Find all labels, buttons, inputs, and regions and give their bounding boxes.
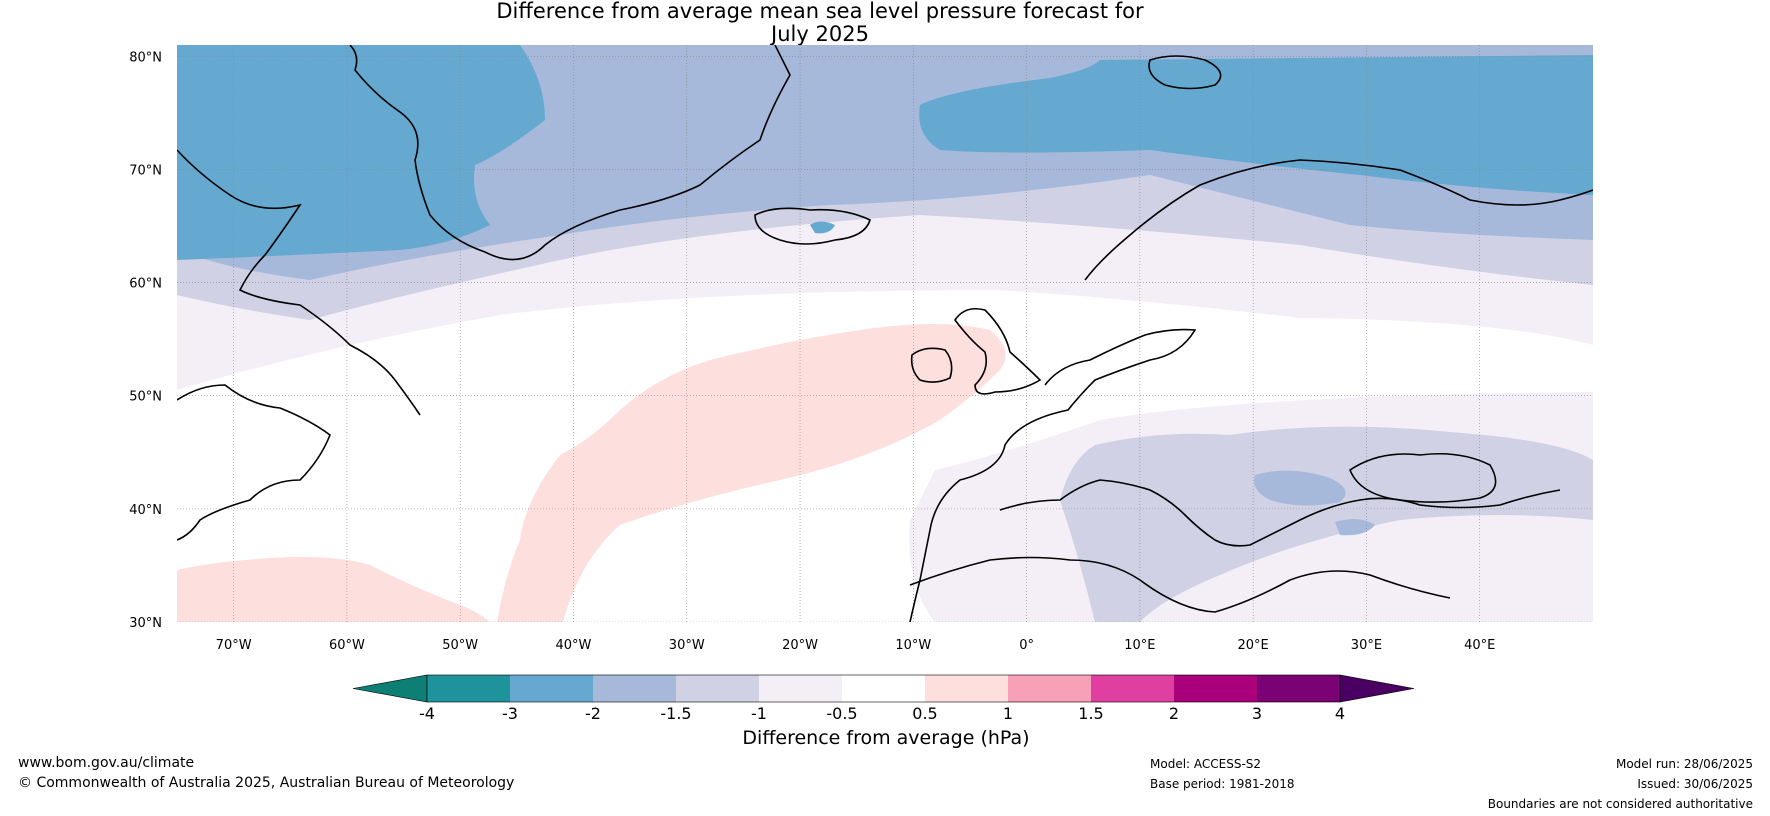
colorbar-label: Difference from average (hPa) [742, 727, 1030, 749]
lon-tick-label: 60°W [329, 638, 365, 653]
coastline-scandinavia [1084, 159, 1593, 281]
axis-labels: 30°N 40°N 50°N 60°N 70°N 80°N 70°W 60°W 50°W 40°W… [129, 50, 1495, 653]
lon-tick-label: 20°W [782, 638, 818, 653]
copyright-text: © Commonwealth of Australia 2025, Austra… [18, 775, 515, 791]
colorbar-outline [426, 674, 1341, 703]
title-line-2: July 2025 [771, 22, 869, 46]
website-link[interactable]: www.bom.gov.au/climate [18, 755, 195, 771]
colorbar-tick-label: 3 [1252, 704, 1262, 723]
boundaries-disclaimer: Boundaries are not considered authoritat… [1487, 797, 1753, 811]
coastline-europe [909, 328, 1197, 622]
colorbar-tick-label: -1.5 [660, 704, 691, 723]
lat-tick-label: 60°N [129, 277, 162, 292]
lat-tick-label: 70°N [129, 163, 162, 178]
colorbar-segment [676, 675, 759, 702]
colorbar-segment [1257, 675, 1340, 702]
colorbar-segment [510, 675, 593, 702]
colorbar-tick-label: 2 [1169, 704, 1179, 723]
base-period: Base period: 1981-2018 [1150, 777, 1295, 791]
lon-tick-label: 70°W [216, 638, 252, 653]
colorbar-tick-label: -0.5 [826, 704, 857, 723]
colorbar-tick-label: -3 [502, 704, 518, 723]
colorbar-tick-label: -2 [585, 704, 601, 723]
colorbar-segment [593, 675, 676, 702]
colorbar-tick-label: 1.5 [1078, 704, 1103, 723]
colorbar-segment [427, 675, 510, 702]
anomaly-region-p05-atlantic [497, 324, 1006, 622]
lat-tick-label: 50°N [129, 390, 162, 405]
lon-tick-label: 10°E [1124, 638, 1155, 653]
map-panel: 30°N 40°N 50°N 60°N 70°N 80°N 70°W 60°W 50°W 40°W… [129, 45, 1593, 653]
coastline-greenland [349, 45, 791, 261]
coastline-svalbard [1148, 55, 1222, 90]
lon-tick-label: 40°W [556, 638, 592, 653]
coastline-britain [954, 307, 1042, 395]
map-title: Difference from average mean sea level p… [0, 0, 1640, 46]
anomaly-region-n1-south [1060, 426, 1593, 622]
colorbar-segment [925, 675, 1008, 702]
coastline-ireland [910, 347, 953, 383]
lon-tick-label: 20°E [1238, 638, 1269, 653]
colorbar-segment [842, 675, 925, 702]
anomaly-region-n15-aegean [1335, 519, 1375, 536]
lon-tick-label: 0° [1019, 638, 1034, 653]
lon-tick-label: 10°W [895, 638, 931, 653]
colorbar-tick-label: 1 [1003, 704, 1013, 723]
issued-date: Issued: 30/06/2025 [1637, 777, 1753, 791]
lon-tick-label: 40°E [1464, 638, 1495, 653]
model-run: Model run: 28/06/2025 [1615, 757, 1753, 771]
colorbar-tick-label: -1 [751, 704, 767, 723]
lon-tick-label: 50°W [442, 638, 478, 653]
coastline-black-sea [1349, 452, 1497, 503]
coastline-north-america [177, 384, 331, 541]
lat-tick-label: 30°N [129, 616, 162, 631]
lon-tick-label: 30°E [1351, 638, 1382, 653]
anomaly-region-n2-iceland [810, 221, 835, 234]
anomaly-region-n2-east [919, 55, 1593, 195]
colorbar-tick-label: 4 [1335, 704, 1345, 723]
model-name: Model: ACCESS-S2 [1150, 757, 1262, 771]
anomaly-fields [177, 45, 1593, 622]
anomaly-region-n2-west [177, 45, 545, 260]
colorbar-tick-label: -4 [419, 704, 435, 723]
coastlines [177, 45, 1593, 622]
title-line-1: Difference from average mean sea level p… [496, 0, 1144, 23]
coastline-baffin [177, 149, 421, 416]
coastline-mediterranean-north [999, 479, 1561, 547]
colorbar-extend-low [352, 674, 428, 703]
coastline-iceland [754, 207, 871, 245]
lat-tick-label: 40°N [129, 503, 162, 518]
anomaly-region-p05-southwest [177, 556, 490, 622]
lon-tick-label: 30°W [669, 638, 705, 653]
colorbar-segment [1008, 675, 1091, 702]
colorbar-segment [759, 675, 842, 702]
colorbar-extend-high [1339, 674, 1415, 703]
colorbar-tick-label: 0.5 [912, 704, 937, 723]
colorbar: -4 -3 -2 -1.5 -1 -0.5 0.5 1 1.5 2 3 4 [352, 674, 1415, 723]
colorbar-segment [1091, 675, 1174, 702]
coastline-africa [909, 556, 1451, 613]
anomaly-region-n15-south [1254, 470, 1346, 506]
graticule [177, 45, 1593, 622]
lat-tick-label: 80°N [129, 50, 162, 65]
colorbar-segment [1174, 675, 1257, 702]
